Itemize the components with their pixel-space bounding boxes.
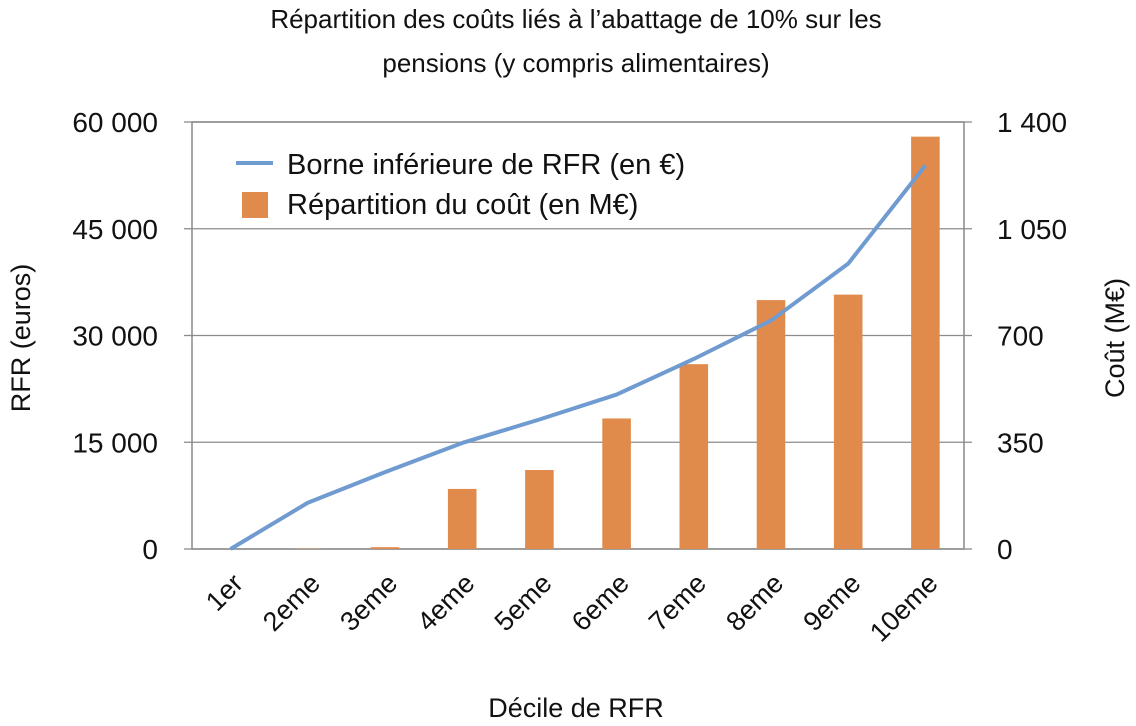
bar (447, 488, 477, 549)
x-tick-label: 1er (200, 568, 249, 617)
legend-bar-label: Répartition du coût (en M€) (287, 189, 638, 221)
x-tick-label: 3eme (334, 568, 403, 637)
line-series (229, 164, 927, 551)
right-tick-label: 700 (997, 321, 1044, 352)
right-tick-label: 1 050 (997, 214, 1067, 245)
x-axis-label: Décile de RFR (488, 693, 664, 723)
left-tick-label: 45 000 (72, 214, 158, 245)
right-tick-label: 350 (997, 427, 1044, 458)
chart-title-line-2: pensions (y compris alimentaires) (382, 48, 769, 78)
x-tick-label: 4eme (411, 568, 480, 637)
legend: Borne inférieure de RFR (en €) Répartiti… (236, 149, 685, 221)
legend-bar-swatch (242, 192, 268, 218)
x-tick-label: 6eme (566, 568, 635, 637)
bar (911, 136, 940, 549)
left-tick-label: 30 000 (72, 321, 158, 352)
x-tick-label: 2eme (257, 568, 326, 637)
right-tick-label: 0 (997, 534, 1013, 565)
bar (756, 300, 786, 549)
x-tick-label: 8eme (720, 568, 789, 637)
bar (833, 294, 863, 549)
bar (370, 547, 400, 549)
left-axis-ticks: 0 15 000 30 000 45 000 60 000 (72, 107, 192, 565)
bar (679, 364, 709, 549)
left-tick-label: 60 000 (72, 107, 158, 138)
bar (525, 470, 554, 549)
left-tick-label: 15 000 (72, 427, 158, 458)
bar (602, 418, 631, 549)
chart-title: Répartition des coûts liés à l’abattage … (270, 4, 881, 78)
bar-series (293, 136, 940, 549)
line-path (229, 164, 927, 551)
x-tick-label: 9eme (797, 568, 866, 637)
y-axis-left-label: RFR (euros) (6, 264, 36, 413)
x-tick-label: 5eme (489, 568, 558, 637)
right-axis-ticks: 0 350 700 1 050 1 400 (964, 107, 1067, 565)
legend-line-label: Borne inférieure de RFR (en €) (287, 149, 685, 181)
chart-title-line-1: Répartition des coûts liés à l’abattage … (270, 4, 881, 34)
x-tick-label: 7eme (643, 568, 712, 637)
left-tick-label: 0 (142, 534, 158, 565)
y-axis-right-label: Coût (M€) (1100, 278, 1130, 398)
right-tick-label: 1 400 (997, 107, 1067, 138)
x-tick-label: 10eme (864, 568, 944, 648)
